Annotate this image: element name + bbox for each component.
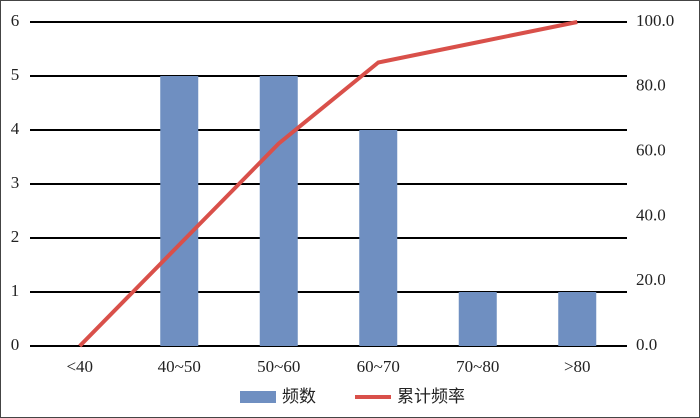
y-tick-label: 0 — [11, 335, 20, 354]
y-tick-label: 2 — [11, 227, 20, 246]
bar — [558, 292, 597, 346]
y-tick-label: 6 — [11, 11, 20, 30]
bar — [259, 76, 298, 346]
y2-tick-label: 0.0 — [636, 335, 657, 354]
y2-tick-label: 60.0 — [636, 141, 666, 160]
y-tick-label: 1 — [11, 281, 20, 300]
bar — [458, 292, 497, 346]
y2-tick-label: 100.0 — [636, 11, 674, 30]
y-tick-label: 3 — [11, 173, 20, 192]
bar — [359, 130, 398, 346]
x-tick-label: 50~60 — [257, 357, 300, 376]
x-tick-label: 60~70 — [357, 357, 400, 376]
y-tick-label: 5 — [11, 65, 20, 84]
legend-label: 累计频率 — [397, 387, 465, 406]
x-tick-label: <40 — [66, 357, 93, 376]
x-tick-label: >80 — [564, 357, 591, 376]
y2-tick-label: 80.0 — [636, 76, 666, 95]
x-tick-label: 70~80 — [456, 357, 499, 376]
x-tick-label: 40~50 — [158, 357, 201, 376]
legend-label: 频数 — [282, 387, 316, 406]
legend-swatch — [240, 391, 276, 403]
y2-tick-label: 20.0 — [636, 270, 666, 289]
y-tick-label: 4 — [11, 119, 20, 138]
line — [78, 20, 578, 348]
bar — [160, 76, 199, 346]
y2-tick-label: 40.0 — [636, 205, 666, 224]
